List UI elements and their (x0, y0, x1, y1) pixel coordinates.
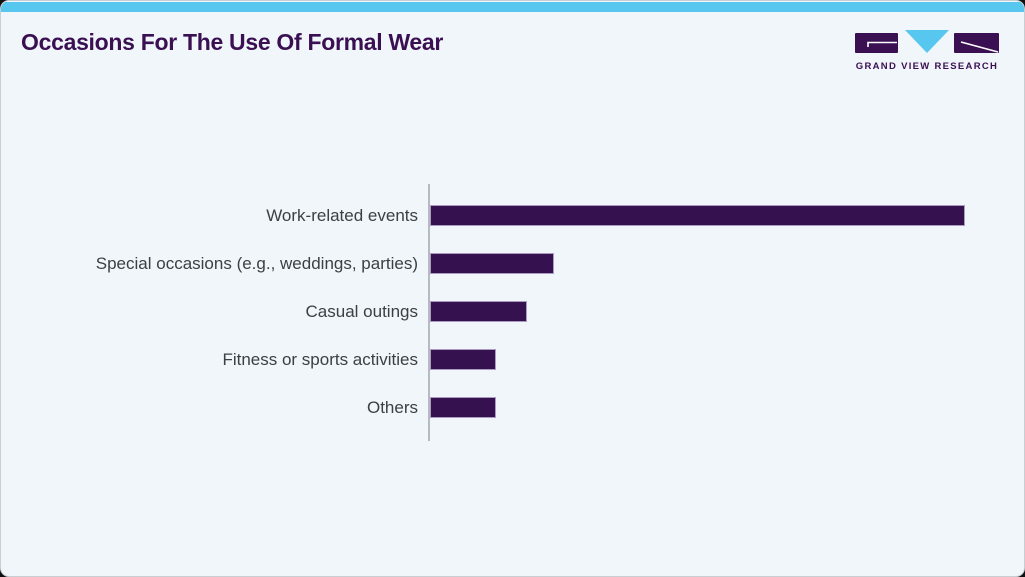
gvr-logo: GRAND VIEW RESEARCH (855, 30, 999, 74)
logo-g-icon (855, 33, 898, 53)
top-accent-strip (1, 2, 1024, 12)
category-label: Work-related events (266, 206, 418, 225)
bar-row: Special occasions (e.g., weddings, parti… (1, 253, 1024, 274)
chart-title: Occasions For The Use Of Formal Wear (21, 29, 444, 55)
bar-row: Work-related events (1, 205, 1024, 226)
category-label: Casual outings (305, 302, 418, 321)
category-label: Special occasions (e.g., weddings, parti… (95, 254, 418, 273)
bar-row: Fitness or sports activities (1, 349, 1024, 370)
bar (430, 253, 554, 274)
bar (430, 301, 527, 322)
bar (430, 349, 496, 370)
bar (430, 205, 965, 226)
bar-row: Others (1, 397, 1024, 418)
logo-v-icon (905, 30, 949, 53)
logo-wordmark: GRAND VIEW RESEARCH (855, 61, 999, 72)
category-label: Others (366, 398, 418, 417)
logo-r-icon (954, 33, 999, 53)
bar (430, 397, 496, 418)
category-label: Fitness or sports activities (222, 350, 418, 369)
bar-row: Casual outings (1, 301, 1024, 322)
y-axis-line (428, 184, 430, 441)
